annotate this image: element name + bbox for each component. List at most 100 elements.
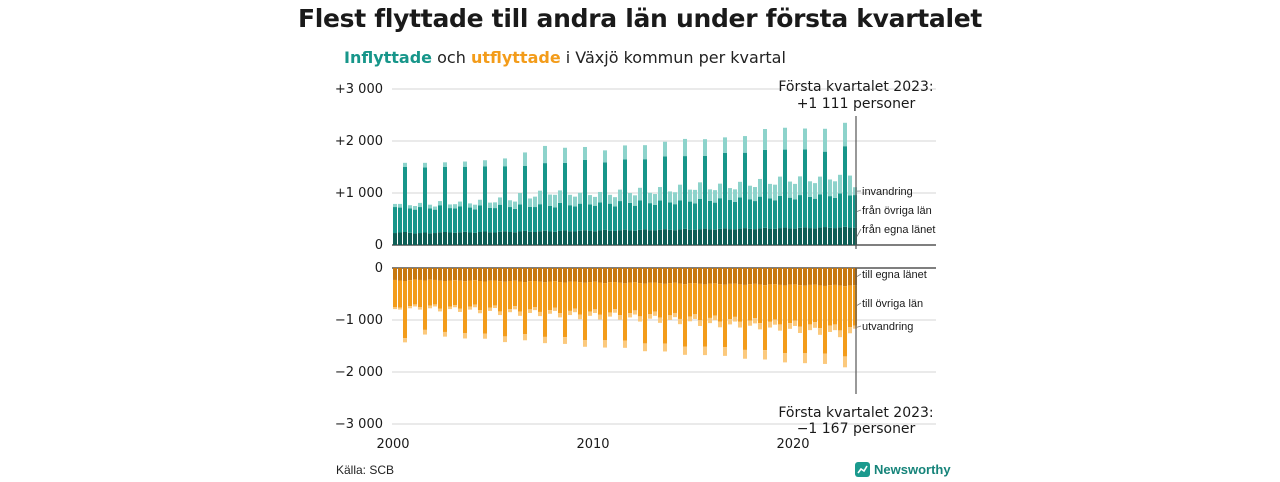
bar-in-1	[738, 197, 742, 228]
bar-in-0	[463, 232, 467, 245]
bar-in-1	[488, 208, 492, 232]
bar-in-1	[558, 203, 562, 231]
bar-out-2	[718, 322, 722, 328]
bar-in-2	[438, 201, 442, 205]
bar-in-2	[843, 123, 847, 146]
bar-out-2	[623, 341, 627, 348]
bar-in-1	[768, 198, 772, 228]
bar-out-1	[748, 284, 752, 320]
bar-out-2	[538, 312, 542, 316]
bar-out-2	[468, 306, 472, 309]
bar-out-1	[703, 284, 707, 346]
bar-in-2	[633, 195, 637, 205]
bar-out-2	[408, 306, 412, 308]
bar-out-2	[473, 305, 477, 308]
bar-in-0	[548, 231, 552, 245]
bar-in-1	[598, 202, 602, 230]
bar-in-0	[478, 232, 482, 245]
bar-in-0	[718, 229, 722, 245]
bar-out-2	[618, 315, 622, 320]
bar-in-0	[573, 231, 577, 245]
bar-in-2	[658, 187, 662, 201]
bar-in-0	[793, 229, 797, 245]
bar-out-2	[643, 343, 647, 351]
bar-out-0	[503, 268, 507, 282]
bar-out-0	[508, 268, 512, 281]
bar-out-2	[608, 312, 612, 316]
bar-in-2	[718, 184, 722, 199]
bar-out-2	[483, 334, 487, 339]
bar-out-0	[818, 268, 822, 285]
bar-out-1	[818, 285, 822, 328]
brand-logo: Newsworthy	[855, 460, 951, 478]
bar-out-1	[683, 284, 687, 346]
bar-out-1	[643, 284, 647, 344]
bar-out-2	[478, 310, 482, 313]
bottom-annotation-line1: Första kvartalet 2023:	[778, 405, 933, 421]
bar-out-2	[838, 330, 842, 337]
bar-in-1	[543, 163, 547, 231]
bar-out-0	[728, 268, 732, 284]
bar-in-0	[643, 229, 647, 245]
bar-in-2	[693, 190, 697, 204]
bar-out-1	[543, 282, 547, 337]
bar-in-0	[428, 233, 432, 245]
bar-in-1	[743, 153, 747, 228]
bar-in-1	[673, 204, 677, 230]
bar-in-0	[453, 233, 457, 245]
bar-out-0	[653, 268, 657, 283]
bar-in-0	[628, 230, 632, 245]
bar-in-2	[628, 193, 632, 203]
bar-out-2	[803, 353, 807, 363]
bar-in-0	[588, 231, 592, 245]
bar-out-0	[578, 268, 582, 282]
bar-in-0	[758, 228, 762, 245]
bar-out-1	[583, 283, 587, 340]
bar-in-0	[618, 230, 622, 245]
bar-out-0	[583, 268, 587, 283]
bar-out-2	[743, 350, 747, 359]
bar-out-1	[828, 285, 832, 326]
bar-out-2	[758, 323, 762, 329]
bar-out-1	[468, 280, 472, 306]
bar-out-2	[763, 350, 767, 359]
bar-in-1	[583, 160, 587, 230]
bar-out-1	[798, 285, 802, 327]
bar-out-1	[483, 282, 487, 334]
bar-out-1	[518, 282, 522, 312]
bar-out-1	[613, 282, 617, 309]
bar-in-0	[403, 232, 407, 245]
bar-out-1	[618, 283, 622, 315]
bar-out-1	[673, 283, 677, 313]
bar-in-0	[593, 231, 597, 245]
bar-out-2	[493, 305, 497, 308]
bar-out-0	[573, 268, 577, 282]
bar-out-1	[723, 285, 727, 347]
bar-in-0	[613, 231, 617, 245]
series-label-leader	[857, 303, 861, 305]
bar-in-1	[753, 201, 757, 229]
bar-in-2	[423, 163, 427, 168]
bar-in-1	[463, 167, 467, 232]
bar-out-0	[618, 268, 622, 283]
bar-in-1	[708, 201, 712, 230]
bar-in-0	[803, 227, 807, 245]
bar-in-0	[813, 228, 817, 245]
bar-out-1	[758, 285, 762, 323]
bar-in-0	[393, 233, 397, 245]
bar-in-2	[803, 129, 807, 150]
bar-in-0	[418, 233, 422, 245]
bar-in-1	[813, 199, 817, 229]
y-tick-label: +1 000	[335, 186, 383, 201]
bar-out-0	[453, 268, 457, 280]
bar-in-1	[473, 209, 477, 232]
bar-in-2	[818, 177, 822, 195]
bar-out-1	[423, 280, 427, 329]
bar-in-1	[613, 207, 617, 231]
bar-out-2	[748, 321, 752, 326]
bar-in-0	[578, 231, 582, 245]
bar-in-0	[688, 230, 692, 245]
bar-out-0	[828, 268, 832, 285]
bar-in-2	[668, 191, 672, 202]
